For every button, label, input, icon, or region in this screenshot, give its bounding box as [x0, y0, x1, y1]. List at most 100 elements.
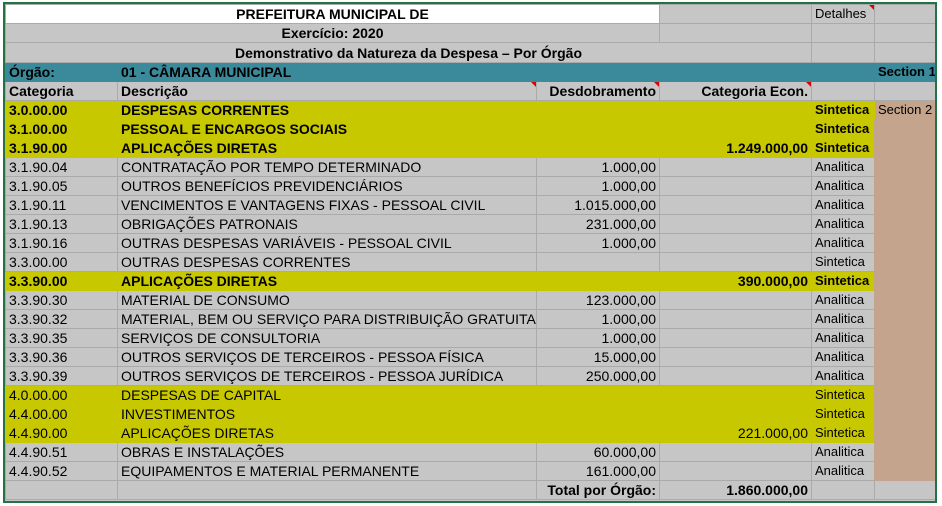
cell[interactable] [117, 480, 537, 500]
categoria-cell[interactable]: 4.4.90.51 [5, 442, 118, 462]
header-descricao[interactable]: Descrição [117, 81, 537, 101]
desdobramento-cell[interactable]: 123.000,00 [536, 290, 660, 310]
cell[interactable] [659, 23, 812, 43]
tipo-cell[interactable]: Analitica [811, 366, 875, 386]
tipo-cell[interactable]: Sintetica [811, 271, 875, 291]
desdobramento-cell[interactable] [536, 100, 660, 120]
section-1-label[interactable]: Section 1 [874, 62, 935, 82]
categoria-econ-cell[interactable] [659, 119, 812, 139]
header-categoria[interactable]: Categoria [5, 81, 118, 101]
tipo-cell[interactable]: Analitica [811, 233, 875, 253]
desdobramento-cell[interactable] [536, 119, 660, 139]
descricao-cell[interactable]: MATERIAL, BEM OU SERVIÇO PARA DISTRIBUIÇ… [117, 309, 537, 329]
tipo-cell[interactable]: Sintetica [811, 423, 875, 443]
descricao-cell[interactable]: MATERIAL DE CONSUMO [117, 290, 537, 310]
tipo-cell[interactable]: Analitica [811, 195, 875, 215]
categoria-cell[interactable]: 3.3.90.32 [5, 309, 118, 329]
cell[interactable] [874, 480, 935, 500]
categoria-cell[interactable]: 4.4.90.00 [5, 423, 118, 443]
descricao-cell[interactable]: OUTRAS DESPESAS VARIÁVEIS - PESSOAL CIVI… [117, 233, 537, 253]
desdobramento-cell[interactable]: 1.015.000,00 [536, 195, 660, 215]
desdobramento-cell[interactable] [536, 138, 660, 158]
categoria-cell[interactable]: 3.1.90.00 [5, 138, 118, 158]
descricao-cell[interactable]: OBRAS E INSTALAÇÕES [117, 442, 537, 462]
categoria-cell[interactable]: 3.3.90.30 [5, 290, 118, 310]
categoria-econ-cell[interactable] [659, 100, 812, 120]
desdobramento-cell[interactable] [536, 423, 660, 443]
total-label[interactable]: Total por Órgão: [536, 480, 660, 500]
categoria-econ-cell[interactable] [659, 214, 812, 234]
report-title[interactable]: PREFEITURA MUNICIPAL DE [5, 4, 660, 24]
tipo-cell[interactable]: Analitica [811, 290, 875, 310]
categoria-econ-cell[interactable]: 1.249.000,00 [659, 138, 812, 158]
categoria-cell[interactable]: 4.4.90.52 [5, 461, 118, 481]
categoria-econ-cell[interactable] [659, 233, 812, 253]
categoria-cell[interactable]: 4.0.00.00 [5, 385, 118, 405]
tipo-cell[interactable]: Analitica [811, 176, 875, 196]
descricao-cell[interactable]: APLICAÇÕES DIRETAS [117, 271, 537, 291]
report-subtitle[interactable]: Demonstrativo da Natureza da Despesa – P… [5, 42, 812, 63]
categoria-econ-cell[interactable]: 390.000,00 [659, 271, 812, 291]
cell[interactable] [811, 23, 875, 43]
desdobramento-cell[interactable]: 231.000,00 [536, 214, 660, 234]
categoria-econ-cell[interactable] [659, 328, 812, 348]
cell[interactable] [811, 42, 875, 63]
tipo-cell[interactable]: Analitica [811, 442, 875, 462]
desdobramento-cell[interactable]: 1.000,00 [536, 328, 660, 348]
categoria-cell[interactable]: 3.1.90.04 [5, 157, 118, 177]
categoria-econ-cell[interactable] [659, 347, 812, 367]
categoria-cell[interactable]: 4.4.00.00 [5, 404, 118, 424]
categoria-econ-cell[interactable] [659, 290, 812, 310]
descricao-cell[interactable]: CONTRATAÇÃO POR TEMPO DETERMINADO [117, 157, 537, 177]
cell[interactable] [811, 480, 875, 500]
orgao-value[interactable]: 01 - CÂMARA MUNICIPAL [117, 62, 875, 82]
cell[interactable] [811, 81, 875, 101]
categoria-cell[interactable]: 3.3.90.35 [5, 328, 118, 348]
descricao-cell[interactable]: INVESTIMENTOS [117, 404, 537, 424]
cell[interactable] [659, 4, 812, 24]
categoria-econ-cell[interactable] [659, 252, 812, 272]
orgao-label[interactable]: Órgão: [5, 62, 118, 82]
categoria-econ-cell[interactable] [659, 195, 812, 215]
desdobramento-cell[interactable]: 60.000,00 [536, 442, 660, 462]
descricao-cell[interactable]: DESPESAS CORRENTES [117, 100, 537, 120]
categoria-cell[interactable]: 3.0.00.00 [5, 100, 118, 120]
desdobramento-cell[interactable]: 15.000,00 [536, 347, 660, 367]
exercicio-label[interactable]: Exercício: 2020 [5, 23, 660, 43]
header-categoria-econ[interactable]: Categoria Econ. [659, 81, 812, 101]
descricao-cell[interactable]: PESSOAL E ENCARGOS SOCIAIS [117, 119, 537, 139]
categoria-econ-cell[interactable] [659, 309, 812, 329]
categoria-econ-cell[interactable] [659, 442, 812, 462]
tipo-cell[interactable]: Analitica [811, 309, 875, 329]
desdobramento-cell[interactable] [536, 252, 660, 272]
desdobramento-cell[interactable] [536, 271, 660, 291]
tipo-cell[interactable]: Sintetica [811, 138, 875, 158]
total-value[interactable]: 1.860.000,00 [659, 480, 812, 500]
tipo-cell[interactable]: Analitica [811, 347, 875, 367]
descricao-cell[interactable]: OUTROS SERVIÇOS DE TERCEIROS - PESSOA JU… [117, 366, 537, 386]
descricao-cell[interactable]: OUTROS SERVIÇOS DE TERCEIROS - PESSOA FÍ… [117, 347, 537, 367]
categoria-cell[interactable]: 3.3.90.00 [5, 271, 118, 291]
cell[interactable] [874, 4, 935, 24]
categoria-cell[interactable]: 3.3.00.00 [5, 252, 118, 272]
desdobramento-cell[interactable]: 250.000,00 [536, 366, 660, 386]
descricao-cell[interactable]: APLICAÇÕES DIRETAS [117, 423, 537, 443]
categoria-econ-cell[interactable] [659, 366, 812, 386]
tipo-cell[interactable]: Sintetica [811, 385, 875, 405]
section-2-label[interactable]: Section 2 [874, 100, 935, 481]
descricao-cell[interactable]: OUTRAS DESPESAS CORRENTES [117, 252, 537, 272]
tipo-cell[interactable]: Analitica [811, 214, 875, 234]
descricao-cell[interactable]: SERVIÇOS DE CONSULTORIA [117, 328, 537, 348]
header-desdobramento[interactable]: Desdobramento [536, 81, 660, 101]
cell[interactable] [5, 480, 118, 500]
spreadsheet[interactable]: PREFEITURA MUNICIPAL DE Detalhes Exercíc… [3, 2, 937, 503]
categoria-cell[interactable]: 3.3.90.36 [5, 347, 118, 367]
desdobramento-cell[interactable]: 1.000,00 [536, 309, 660, 329]
tipo-cell[interactable]: Analitica [811, 157, 875, 177]
tipo-cell[interactable]: Sintetica [811, 119, 875, 139]
categoria-econ-cell[interactable] [659, 404, 812, 424]
cell[interactable] [874, 81, 935, 101]
desdobramento-cell[interactable]: 161.000,00 [536, 461, 660, 481]
categoria-cell[interactable]: 3.1.90.11 [5, 195, 118, 215]
descricao-cell[interactable]: OUTROS BENEFÍCIOS PREVIDENCIÁRIOS [117, 176, 537, 196]
